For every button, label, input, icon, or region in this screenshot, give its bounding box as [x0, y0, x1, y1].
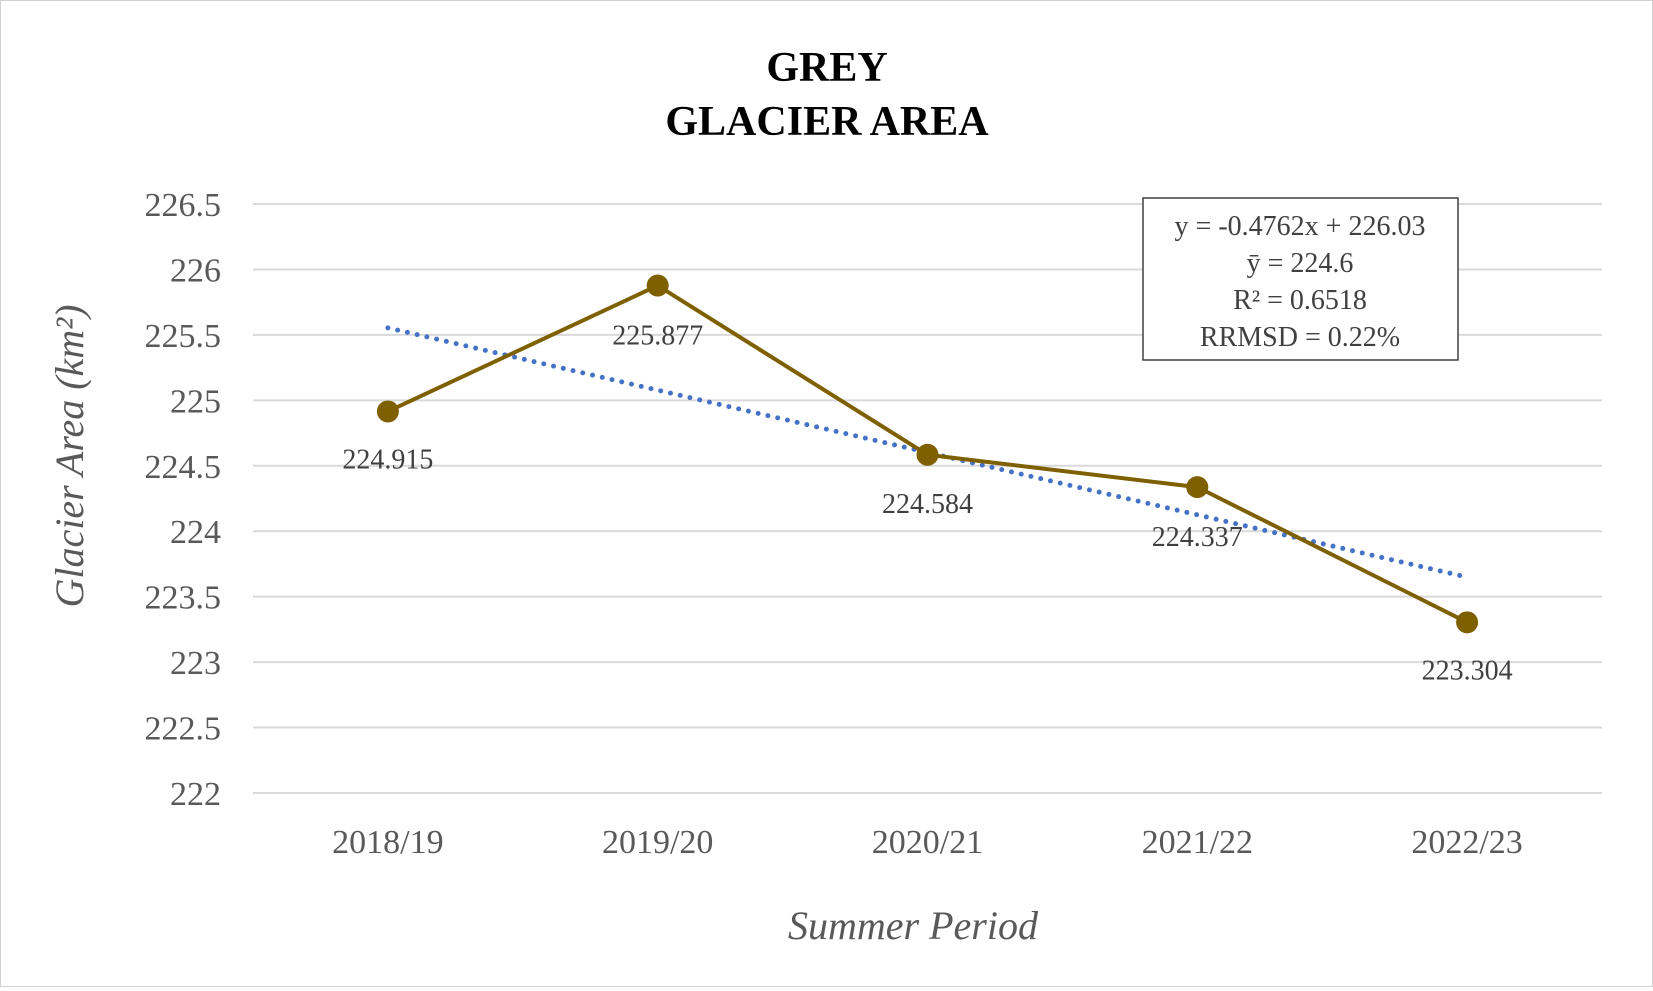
data-point-marker	[916, 443, 939, 466]
y-tick-label: 223.5	[145, 580, 222, 617]
data-point-marker	[1186, 476, 1209, 499]
x-tick-label: 2021/22	[1142, 824, 1253, 861]
data-label: 225.877	[612, 321, 703, 352]
data-label: 224.337	[1152, 522, 1243, 553]
x-axis-title: Summer Period	[788, 903, 1039, 948]
chart-title-line-2: GLACIER AREA	[665, 99, 989, 145]
y-tick-label: 225	[170, 383, 221, 420]
y-tick-label: 224.5	[145, 449, 222, 486]
chart-title-line-1: GREY	[766, 45, 887, 91]
x-tick-label: 2018/19	[332, 824, 443, 861]
stats-rrmsd: RRMSD = 0.22%	[1200, 322, 1400, 353]
chart-title: GREY GLACIER AREA	[665, 45, 989, 145]
y-axis-title: Glacier Area (km²)	[47, 304, 92, 607]
data-label: 223.304	[1422, 655, 1513, 686]
stats-r-squared: R² = 0.6518	[1233, 285, 1367, 316]
data-label: 224.584	[882, 489, 973, 520]
data-series	[376, 274, 1479, 634]
x-axis-tick-labels: 2018/19 2019/20 2020/21 2021/22 2022/23	[332, 824, 1523, 861]
data-point-marker	[646, 274, 669, 297]
y-tick-label: 222	[170, 776, 221, 813]
data-point-marker	[376, 400, 399, 423]
y-tick-label: 222.5	[145, 711, 222, 748]
data-point-marker	[1456, 611, 1479, 634]
y-axis-tick-labels: 222 222.5 223 223.5 224 224.5 225 225.5 226 226.5	[145, 187, 222, 813]
y-tick-label: 225.5	[145, 318, 222, 355]
regression-stats-box: y = -0.4762x + 226.03 ȳ = 224.6 R² = 0.6…	[1142, 197, 1459, 361]
stats-equation: y = -0.4762x + 226.03	[1175, 211, 1426, 242]
x-tick-label: 2019/20	[602, 824, 713, 861]
y-tick-label: 226.5	[145, 187, 222, 224]
data-label: 224.915	[342, 444, 433, 475]
stats-mean: ȳ = 224.6	[1247, 248, 1354, 279]
x-tick-label: 2022/23	[1411, 824, 1522, 861]
y-tick-label: 223	[170, 645, 221, 682]
data-labels: 224.915 225.877 224.584 224.337 223.304	[342, 321, 1512, 687]
stats-box-border	[1142, 197, 1459, 361]
y-tick-label: 224	[170, 514, 221, 551]
y-tick-label: 226	[170, 252, 221, 289]
x-tick-label: 2020/21	[872, 824, 983, 861]
